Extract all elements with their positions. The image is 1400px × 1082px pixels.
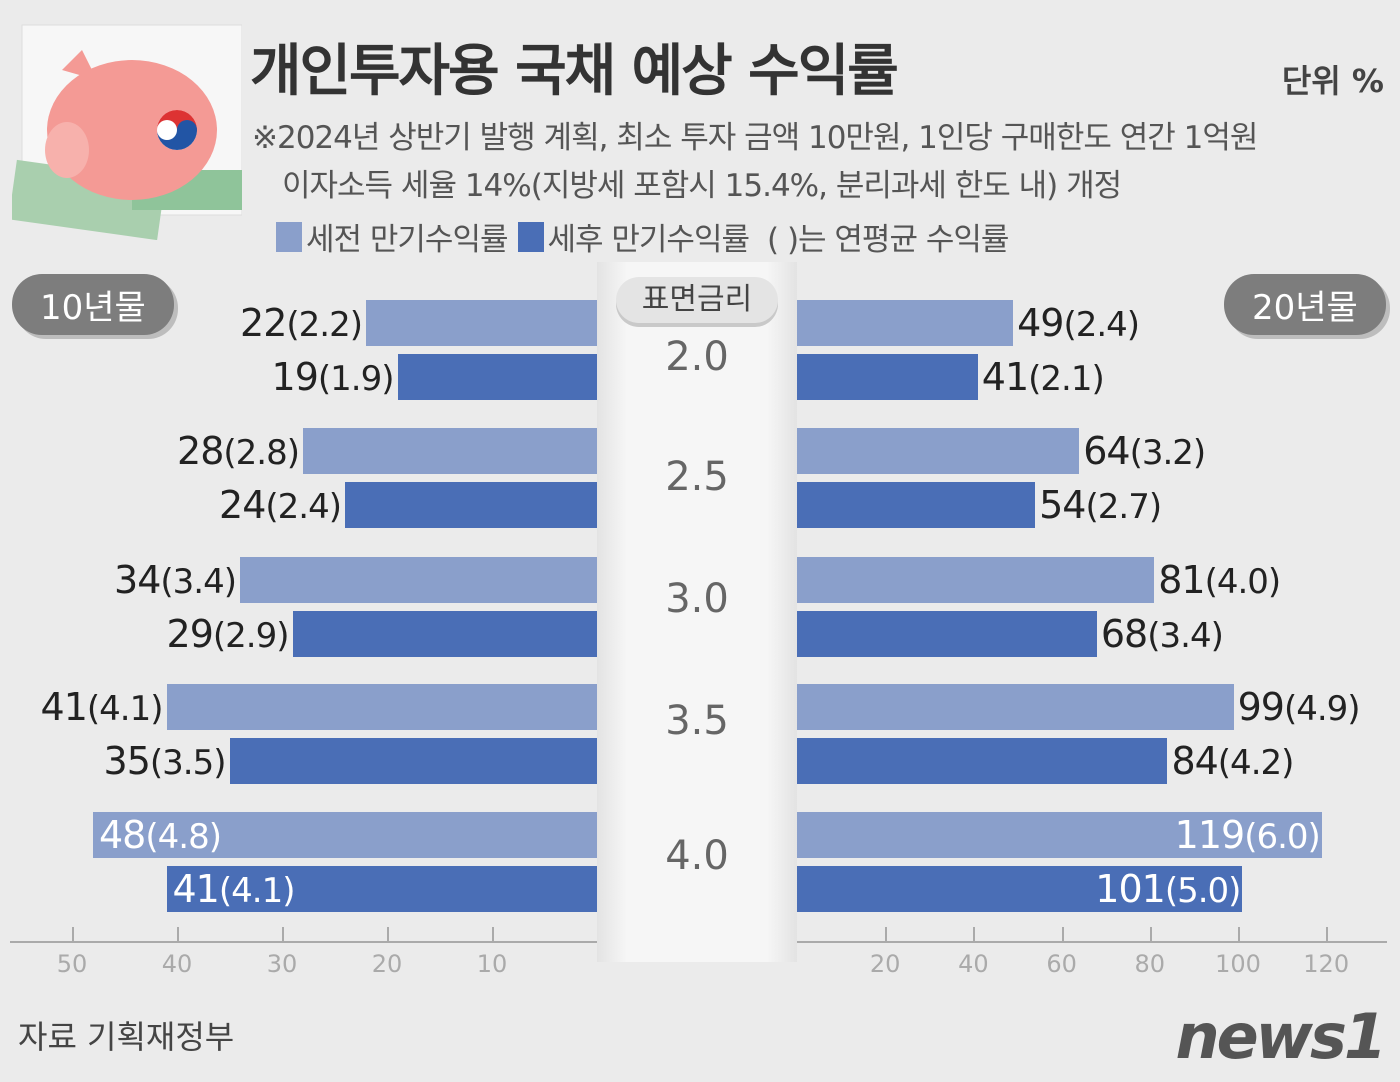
data-label: 68(3.4) <box>1100 612 1224 656</box>
legend-post-tax: 세후 만기수익률 <box>547 222 750 258</box>
panel-label-20y: 20년물 <box>1224 274 1386 335</box>
x-tick <box>1238 927 1240 942</box>
10y-bar-post-tax <box>166 866 597 912</box>
x-tick <box>1061 927 1064 942</box>
x-tick <box>177 927 179 942</box>
x-tick <box>1149 927 1152 942</box>
10y-bar-pre-tax <box>93 812 597 858</box>
20y-bar-pre-tax <box>797 557 1155 603</box>
20y-bar-post-tax <box>797 482 1036 528</box>
data-label: 41(2.1) <box>981 355 1105 399</box>
x-axis-right <box>797 941 1387 943</box>
source: 자료 기획재정부 <box>18 1018 235 1056</box>
x-tick <box>492 927 494 942</box>
20y-bar-pre-tax <box>797 428 1080 474</box>
data-label: 35(3.5) <box>103 739 227 783</box>
legend-swatch-post-tax <box>517 221 544 252</box>
legend-note: ( )는 연평균 수익률 <box>767 222 1009 258</box>
20y-bar-pre-tax <box>797 300 1014 346</box>
coupon-rate-label: 2.0 <box>665 334 729 380</box>
data-label: 64(3.2) <box>1083 429 1206 473</box>
x-tick <box>973 927 976 942</box>
center-strip <box>597 262 797 962</box>
20y-bar-post-tax <box>797 738 1168 784</box>
data-label: 34(3.4) <box>114 558 237 602</box>
10y-bar-post-tax <box>345 482 597 528</box>
data-label: 22(2.2) <box>240 301 363 345</box>
note-line-2: 이자소득 세율 14%(지방세 포함시 15.4%, 분리과세 한도 내) 개정 <box>282 168 1122 204</box>
10y-bar-post-tax <box>229 738 597 784</box>
news1-logo: news1 <box>1175 1000 1387 1073</box>
data-label: 101(5.0) <box>1095 867 1241 911</box>
data-label: 99(4.9) <box>1237 685 1361 729</box>
panel-label-10y: 10년물 <box>12 274 174 335</box>
coupon-rate-label: 3.0 <box>665 576 729 622</box>
x-tick-label: 120 <box>1303 950 1350 978</box>
data-label: 28(2.8) <box>177 429 300 473</box>
x-tick <box>282 927 284 942</box>
x-tick-label: 20 <box>371 950 403 978</box>
20y-bar-post-tax <box>797 611 1097 657</box>
x-tick-label: 50 <box>56 950 88 978</box>
x-tick-label: 40 <box>161 950 193 978</box>
20y-bar-pre-tax <box>797 812 1322 858</box>
x-tick-label: 60 <box>1046 950 1077 978</box>
x-tick <box>885 927 888 942</box>
10y-bar-pre-tax <box>240 557 597 603</box>
data-label: 29(2.9) <box>166 612 290 656</box>
legend: 세전 만기수익률 세후 만기수익률 ( )는 연평균 수익률 <box>276 214 1009 259</box>
20y-bar-post-tax <box>797 354 978 400</box>
x-tick <box>1326 927 1329 942</box>
data-label: 41(4.1) <box>40 685 164 729</box>
x-tick-label: 100 <box>1215 950 1261 978</box>
10y-bar-pre-tax <box>166 684 597 730</box>
data-label: 54(2.7) <box>1039 483 1162 527</box>
x-axis-left <box>10 941 597 943</box>
x-tick-label: 80 <box>1134 950 1166 978</box>
coupon-rate-header: 표면금리 <box>616 277 778 323</box>
coupon-rate-label: 2.5 <box>665 454 729 500</box>
data-label: 119(6.0) <box>1174 813 1321 857</box>
coupon-rate-label: 4.0 <box>665 833 729 879</box>
x-tick <box>72 927 74 942</box>
coupon-rate-label: 3.5 <box>665 698 729 744</box>
x-tick <box>387 927 389 942</box>
legend-pre-tax: 세전 만기수익률 <box>306 222 508 258</box>
piggy-bank-illustration <box>12 24 242 240</box>
data-label: 84(4.2) <box>1171 739 1294 783</box>
data-label: 48(4.8) <box>99 813 222 857</box>
data-label: 41(4.1) <box>172 867 296 911</box>
10y-bar-pre-tax <box>303 428 597 474</box>
data-label: 81(4.0) <box>1158 558 1281 602</box>
data-label: 24(2.4) <box>219 483 342 527</box>
unit-label: 단위 % <box>1281 62 1384 100</box>
x-tick-label: 30 <box>266 950 298 978</box>
x-tick-label: 10 <box>476 950 508 978</box>
data-label: 49(2.4) <box>1017 301 1140 345</box>
chart-title: 개인투자용 국채 예상 수익률 <box>250 39 899 104</box>
legend-swatch-pre-tax <box>276 221 302 252</box>
x-tick-label: 20 <box>869 950 901 978</box>
20y-bar-post-tax <box>797 866 1243 912</box>
10y-bar-post-tax <box>397 354 597 400</box>
10y-bar-pre-tax <box>366 300 597 346</box>
20y-bar-pre-tax <box>797 684 1234 730</box>
10y-bar-post-tax <box>292 611 597 657</box>
x-tick-label: 40 <box>958 950 989 978</box>
note-line-1: ※2024년 상반기 발행 계획, 최소 투자 금액 10만원, 1인당 구매한… <box>252 120 1258 156</box>
data-label: 19(1.9) <box>271 355 395 399</box>
